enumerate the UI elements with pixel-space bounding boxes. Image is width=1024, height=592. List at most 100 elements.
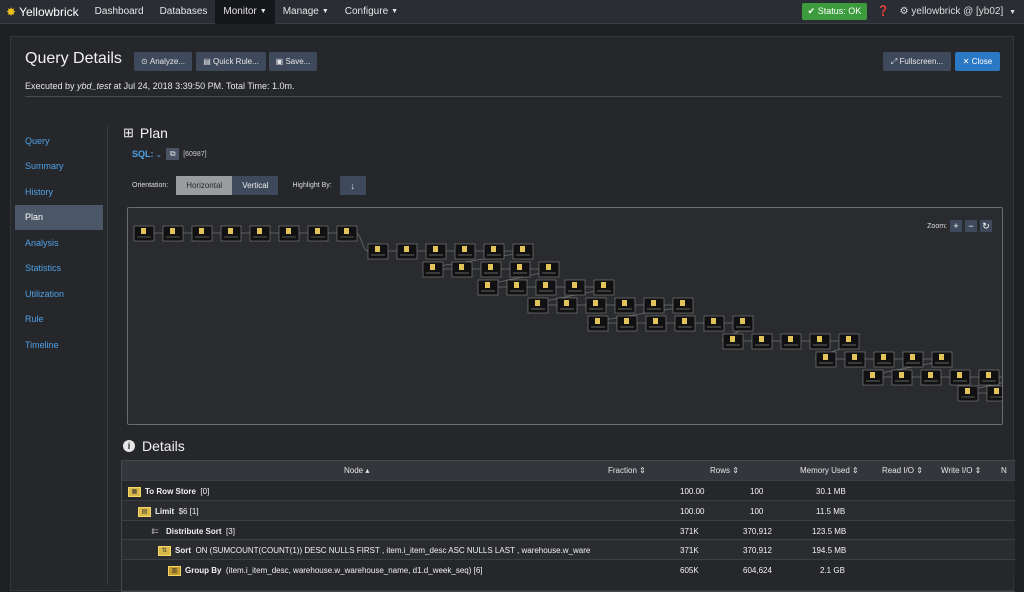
arrow-down-icon: ↓ bbox=[350, 181, 355, 191]
save-icon: ▣ bbox=[276, 57, 284, 66]
question-icon[interactable]: ❓ bbox=[877, 6, 889, 17]
node-cell: ⇇ Distribute Sort [3] bbox=[148, 527, 235, 537]
sidebar-item-analysis[interactable]: Analysis bbox=[15, 230, 103, 256]
zoom-out-button[interactable]: − bbox=[965, 220, 977, 232]
col-node[interactable]: Node ▴ bbox=[344, 466, 369, 475]
sidebar-item-plan[interactable]: Plan bbox=[15, 205, 103, 231]
highlight-dropdown-button[interactable]: ↓ bbox=[340, 176, 366, 195]
col-rows[interactable]: Rows ⇕ bbox=[710, 466, 739, 475]
table-row[interactable]: ⇅ Sort ON (SUMCOUNT(COUNT(1)) DESC NULLS … bbox=[122, 539, 1015, 559]
brand-logo[interactable]: ✸ Yellowbrick bbox=[0, 5, 87, 19]
close-icon: ✕ bbox=[963, 57, 970, 66]
plan-node-icon bbox=[517, 264, 522, 270]
plan-graph-canvas[interactable]: Zoom: + − ↻ bbox=[127, 207, 1003, 425]
col-fraction[interactable]: Fraction ⇕ bbox=[608, 466, 646, 475]
plan-heading: ⊞ Plan bbox=[123, 125, 168, 141]
plan-node-icon bbox=[344, 228, 349, 234]
plan-node-icon bbox=[759, 336, 764, 342]
plan-node-icon bbox=[491, 246, 496, 252]
sidebar-item-timeline[interactable]: Timeline bbox=[15, 332, 103, 358]
plan-node-icon bbox=[286, 228, 291, 234]
table-header: Node ▴ Fraction ⇕ Rows ⇕ Memory Used ⇕ R… bbox=[122, 461, 1015, 480]
highlight-label: Highlight By: bbox=[292, 182, 331, 189]
header-divider bbox=[25, 96, 1001, 97]
yellowbrick-logo-icon: ✸ bbox=[6, 5, 16, 19]
copy-icon[interactable]: ⧉ bbox=[166, 148, 179, 160]
plan-node-icon bbox=[485, 282, 490, 288]
table-body: ▦ To Row Store [0] 100.00 100 30.1 MB ▤ Li… bbox=[122, 480, 1015, 579]
chevron-down-icon[interactable]: ⌄ bbox=[156, 150, 163, 159]
nav-monitor[interactable]: Monitor ▼ bbox=[215, 0, 274, 24]
sidebar-item-statistics[interactable]: Statistics bbox=[15, 256, 103, 282]
row-store-icon: ▦ bbox=[128, 487, 141, 497]
zoom-reset-button[interactable]: ↻ bbox=[980, 220, 992, 232]
rows-cell: 100 bbox=[750, 487, 763, 496]
table-row[interactable]: ▤ Limit $6 [1] 100.00 100 11.5 MB bbox=[122, 500, 1015, 520]
nav-manage[interactable]: Manage ▼ bbox=[275, 0, 337, 24]
table-row[interactable]: ▥ Group By (item.i_item_desc, warehouse.w… bbox=[122, 559, 1015, 579]
col-read-io[interactable]: Read I/O ⇕ bbox=[882, 466, 923, 475]
sql-toggle[interactable]: SQL: bbox=[132, 149, 154, 159]
status-badge[interactable]: ✔ Status: OK bbox=[802, 3, 868, 20]
sidebar-divider bbox=[107, 125, 108, 585]
nav-databases[interactable]: Databases bbox=[152, 0, 216, 24]
sql-id: [60987] bbox=[183, 151, 206, 158]
memory-cell: 123.5 MB bbox=[812, 527, 846, 536]
orientation-horizontal-button[interactable]: Horizontal bbox=[176, 176, 232, 195]
quick-rule-button[interactable]: ▤ Quick Rule... bbox=[196, 52, 266, 71]
plan-node-icon bbox=[680, 300, 685, 306]
sitemap-icon: ⊞ bbox=[123, 125, 134, 141]
memory-cell: 194.5 MB bbox=[812, 546, 846, 555]
orientation-row: Orientation: Horizontal Vertical Highlig… bbox=[132, 176, 366, 195]
zoom-in-button[interactable]: + bbox=[950, 220, 962, 232]
close-button[interactable]: ✕ Close bbox=[955, 52, 1000, 71]
plan-node-icon bbox=[939, 354, 944, 360]
plan-node-icon bbox=[593, 300, 598, 306]
col-write-io[interactable]: Write I/O ⇕ bbox=[941, 466, 981, 475]
clock-icon: ⊙ bbox=[141, 57, 148, 66]
nav-dashboard[interactable]: Dashboard bbox=[87, 0, 152, 24]
sidebar-item-query[interactable]: Query bbox=[15, 128, 103, 154]
plan-node-icon bbox=[375, 246, 380, 252]
node-cell: ▤ Limit $6 [1] bbox=[138, 507, 199, 517]
orientation-vertical-button[interactable]: Vertical bbox=[232, 176, 278, 195]
save-button[interactable]: ▣ Save... bbox=[269, 52, 317, 71]
details-heading: i Details bbox=[123, 438, 185, 454]
plan-node-icon bbox=[994, 388, 999, 394]
plan-node-icon bbox=[404, 246, 409, 252]
analyze-button[interactable]: ⊙ Analyze... bbox=[134, 52, 192, 71]
plan-node-icon bbox=[170, 228, 175, 234]
brand-name: Yellowbrick bbox=[19, 5, 79, 19]
plan-node-icon bbox=[141, 228, 146, 234]
plan-node-icon bbox=[228, 228, 233, 234]
plan-node-icon bbox=[870, 372, 875, 378]
plan-node-icon bbox=[899, 372, 904, 378]
memory-cell: 30.1 MB bbox=[816, 487, 846, 496]
plan-node-icon bbox=[514, 282, 519, 288]
col-memory[interactable]: Memory Used ⇕ bbox=[800, 466, 859, 475]
rows-cell: 604,624 bbox=[743, 566, 772, 575]
distribute-icon: ⇇ bbox=[148, 527, 162, 537]
fraction-cell: 605K bbox=[680, 566, 699, 575]
sidebar-item-summary[interactable]: Summary bbox=[15, 154, 103, 180]
sidebar-item-utilization[interactable]: Utilization bbox=[15, 281, 103, 307]
query-details-panel: Query Details ⊙ Analyze... ▤ Quick Rule.… bbox=[10, 36, 1014, 591]
plan-node-icon bbox=[520, 246, 525, 252]
page-title: Query Details bbox=[25, 50, 122, 68]
plan-node-icon bbox=[462, 246, 467, 252]
limit-icon: ▤ bbox=[138, 507, 151, 517]
plan-node-icon bbox=[846, 336, 851, 342]
table-row[interactable]: ▦ To Row Store [0] 100.00 100 30.1 MB bbox=[122, 480, 1015, 500]
col-n[interactable]: N bbox=[1001, 466, 1007, 475]
sidebar-item-history[interactable]: History bbox=[15, 179, 103, 205]
sidebar-item-rule[interactable]: Rule bbox=[15, 307, 103, 333]
plan-node-icon bbox=[199, 228, 204, 234]
plan-node-icon bbox=[651, 300, 656, 306]
plan-node-icon bbox=[711, 318, 716, 324]
plan-node-icon bbox=[564, 300, 569, 306]
table-row[interactable]: ⇇ Distribute Sort [3] 371K 370,912 123.5 … bbox=[122, 520, 1015, 540]
user-menu[interactable]: ⚙ yellowbrick @ [yb02] ▼ bbox=[900, 6, 1016, 17]
plan-node-icon bbox=[957, 372, 962, 378]
nav-configure[interactable]: Configure ▼ bbox=[337, 0, 406, 24]
fullscreen-button[interactable]: ⤢ Fullscreen... bbox=[883, 52, 951, 71]
